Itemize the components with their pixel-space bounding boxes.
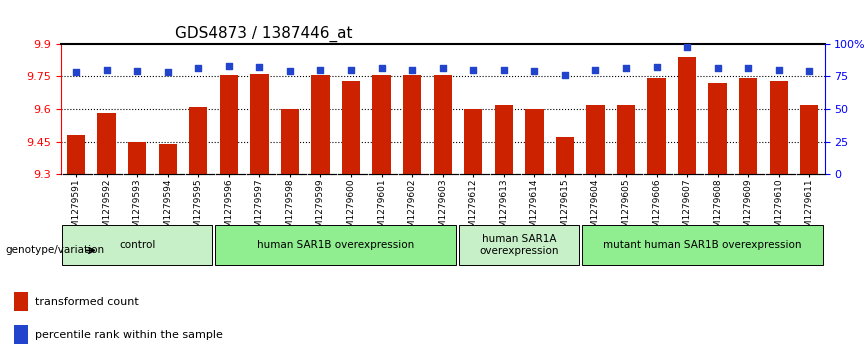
Point [130,68,144,74]
Bar [586,105,605,174]
Text: genotype/variation: genotype/variation [5,245,104,256]
FancyBboxPatch shape [215,225,457,265]
Bar [372,75,391,174]
Text: mutant human SAR1B overexpression: mutant human SAR1B overexpression [603,240,802,250]
Bar [556,137,574,174]
Text: transformed count: transformed count [35,297,139,307]
FancyBboxPatch shape [62,225,212,265]
Point [375,65,389,71]
Point [253,64,266,70]
Bar [220,75,238,174]
Point [496,67,510,73]
Bar [67,135,85,174]
Bar [617,105,635,174]
Bar [14,325,28,344]
Point [161,69,174,75]
Point [344,67,358,73]
Text: control: control [119,240,155,250]
Bar [97,113,115,174]
Text: human SAR1B overexpression: human SAR1B overexpression [257,240,414,250]
Bar [739,78,758,174]
Text: percentile rank within the sample: percentile rank within the sample [35,330,222,340]
Point [741,65,755,71]
Bar [433,75,452,174]
Point [558,72,572,78]
Bar [312,75,330,174]
Bar [800,105,819,174]
Point [711,65,725,71]
Point [222,63,236,69]
Point [619,65,633,71]
Bar [280,109,299,174]
Bar [525,109,543,174]
FancyBboxPatch shape [459,225,579,265]
Point [69,69,83,75]
Text: GDS4873 / 1387446_at: GDS4873 / 1387446_at [175,26,352,42]
Point [528,68,542,74]
Point [681,45,694,50]
Bar [14,292,28,311]
Bar [128,142,147,174]
Point [649,64,663,70]
Point [802,68,816,74]
Point [466,67,480,73]
Bar [708,83,727,174]
Bar [342,81,360,174]
Point [313,67,327,73]
Point [589,67,602,73]
Bar [250,74,268,174]
Point [283,68,297,74]
Bar [495,105,513,174]
Point [100,67,114,73]
Text: human SAR1A
overexpression: human SAR1A overexpression [479,234,559,256]
Point [191,65,205,71]
FancyBboxPatch shape [582,225,823,265]
Bar [189,107,207,174]
Bar [770,81,788,174]
Point [405,67,419,73]
Bar [464,109,483,174]
Bar [648,78,666,174]
Bar [159,144,177,174]
Point [772,67,786,73]
Bar [678,57,696,174]
Bar [403,75,421,174]
Point [436,65,450,71]
